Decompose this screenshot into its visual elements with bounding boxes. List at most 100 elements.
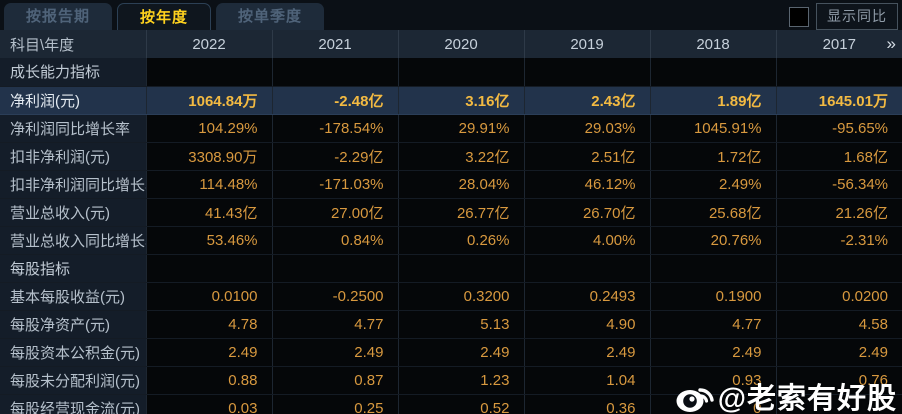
row-label: 净利润(元) — [0, 86, 147, 115]
table-row: 每股指标 — [0, 254, 902, 283]
cell-2022: 41.43亿 — [146, 198, 273, 227]
cell-2018: 2.49 — [650, 338, 777, 367]
row-label: 每股经营现金流(元) — [0, 394, 147, 414]
cell-2018: 2.49% — [650, 170, 777, 199]
cell-2018: 4.77 — [650, 310, 777, 339]
cell-2018: 20.76% — [650, 226, 777, 255]
year-header-2021: 2021 — [272, 30, 399, 58]
cell-2021: 4.77 — [272, 310, 399, 339]
cell-2017: -2.31% — [776, 226, 902, 255]
cell-2020: 2.49 — [398, 338, 525, 367]
cell-2018 — [650, 254, 777, 283]
row-label: 成长能力指标 — [0, 58, 147, 87]
cell-2022: 0.0100 — [146, 282, 273, 311]
table-row: 净利润同比增长率 104.29% -178.54% 29.91% 29.03% 1045.… — [0, 114, 902, 143]
year-header-2020: 2020 — [398, 30, 525, 58]
cell-2022: 4.78 — [146, 310, 273, 339]
table-row: 扣非净利润(元) 3308.90万 -2.29亿 3.22亿 2.51亿 1.72亿 1.6… — [0, 142, 902, 171]
cell-2017: 1.68亿 — [776, 142, 902, 171]
cell-2018: 0 — [650, 394, 777, 414]
table-row: 基本每股收益(元) 0.0100 -0.2500 0.3200 0.2493 0.1900… — [0, 282, 902, 311]
cell-2018: 0.1900 — [650, 282, 777, 311]
row-label: 净利润同比增长率 — [0, 114, 147, 143]
row-label: 营业总收入同比增长率 — [0, 226, 147, 255]
cell-2017: 0.76 — [776, 366, 902, 395]
cell-2021 — [272, 58, 399, 87]
cell-2017 — [776, 58, 902, 87]
row-label: 扣非净利润(元) — [0, 142, 147, 171]
cell-2021: -178.54% — [272, 114, 399, 143]
cell-2021: -0.2500 — [272, 282, 399, 311]
cell-2021: 0.25 — [272, 394, 399, 414]
cell-2017: -56.34% — [776, 170, 902, 199]
cell-2020 — [398, 254, 525, 283]
table-row: 每股未分配利润(元) 0.88 0.87 1.23 1.04 0.93 0.76 — [0, 366, 902, 395]
row-label: 每股未分配利润(元) — [0, 366, 147, 395]
row-label: 每股指标 — [0, 254, 147, 283]
financial-indicator-table: 科目\年度 2022 2021 2020 2019 2018 2017» 成长能力指标 净利… — [0, 30, 902, 414]
table-row: 每股经营现金流(元) 0.03 0.25 0.52 0.36 0 — [0, 394, 902, 414]
cell-2018: 1.72亿 — [650, 142, 777, 171]
cell-2022: 0.88 — [146, 366, 273, 395]
cell-2019: 2.51亿 — [524, 142, 651, 171]
table-row: 成长能力指标 — [0, 58, 902, 87]
cell-2017: 21.26亿 — [776, 198, 902, 227]
year-header-2022: 2022 — [146, 30, 273, 58]
cell-2020: 3.16亿 — [398, 86, 525, 115]
cell-2020: 0.52 — [398, 394, 525, 414]
row-label: 每股资本公积金(元) — [0, 338, 147, 367]
more-years-chevron-icon[interactable]: » — [886, 34, 896, 53]
cell-2022: 0.03 — [146, 394, 273, 414]
cell-2022: 1064.84万 — [146, 86, 273, 115]
cell-2017: -95.65% — [776, 114, 902, 143]
cell-2020: 0.3200 — [398, 282, 525, 311]
cell-2019: 4.90 — [524, 310, 651, 339]
table-row: 净利润(元) 1064.84万 -2.48亿 3.16亿 2.43亿 1.89亿 1645.… — [0, 86, 902, 115]
row-label: 营业总收入(元) — [0, 198, 147, 227]
cell-2019: 26.70亿 — [524, 198, 651, 227]
cell-2020: 26.77亿 — [398, 198, 525, 227]
cell-2018: 0.93 — [650, 366, 777, 395]
cell-2019: 0.36 — [524, 394, 651, 414]
tab-by-single-quarter[interactable]: 按单季度 — [216, 3, 325, 30]
cell-2021: 2.49 — [272, 338, 399, 367]
cell-2022: 104.29% — [146, 114, 273, 143]
cell-2022: 114.48% — [146, 170, 273, 199]
cell-2019: 4.00% — [524, 226, 651, 255]
year-header-2017: 2017» — [776, 30, 902, 58]
cell-2017: 0.0200 — [776, 282, 902, 311]
cell-2019 — [524, 58, 651, 87]
tab-by-report-period[interactable]: 按报告期 — [4, 3, 113, 30]
table-row: 扣非净利润同比增长率 114.48% -171.03% 28.04% 46.12% 2.4… — [0, 170, 902, 199]
cell-2020 — [398, 58, 525, 87]
table-row: 每股净资产(元) 4.78 4.77 5.13 4.90 4.77 4.58 — [0, 310, 902, 339]
row-label: 每股净资产(元) — [0, 310, 147, 339]
table-row: 每股资本公积金(元) 2.49 2.49 2.49 2.49 2.49 2.49 — [0, 338, 902, 367]
cell-2022: 2.49 — [146, 338, 273, 367]
table-header-row: 科目\年度 2022 2021 2020 2019 2018 2017» — [0, 30, 902, 58]
cell-2019: 1.04 — [524, 366, 651, 395]
cell-2019: 0.2493 — [524, 282, 651, 311]
cell-2020: 5.13 — [398, 310, 525, 339]
header-controls: 显示同比 — [789, 3, 898, 30]
cell-2019: 46.12% — [524, 170, 651, 199]
cell-2017: 2.49 — [776, 338, 902, 367]
tab-by-year[interactable]: 按年度 — [117, 3, 212, 30]
cell-2020: 0.26% — [398, 226, 525, 255]
cell-2017 — [776, 394, 902, 414]
show-yoy-checkbox[interactable] — [789, 6, 809, 27]
cell-2017 — [776, 254, 902, 283]
cell-2021: -171.03% — [272, 170, 399, 199]
table-row: 营业总收入同比增长率 53.46% 0.84% 0.26% 4.00% 20.76% -2.… — [0, 226, 902, 255]
show-yoy-button[interactable]: 显示同比 — [816, 3, 898, 30]
cell-2018 — [650, 58, 777, 87]
cell-2021 — [272, 254, 399, 283]
cell-2020: 1.23 — [398, 366, 525, 395]
year-header-2018: 2018 — [650, 30, 777, 58]
cell-2022 — [146, 58, 273, 87]
cell-2019: 29.03% — [524, 114, 651, 143]
cell-2020: 29.91% — [398, 114, 525, 143]
cell-2018: 1045.91% — [650, 114, 777, 143]
cell-2021: -2.48亿 — [272, 86, 399, 115]
cell-2017: 1645.01万 — [776, 86, 902, 115]
